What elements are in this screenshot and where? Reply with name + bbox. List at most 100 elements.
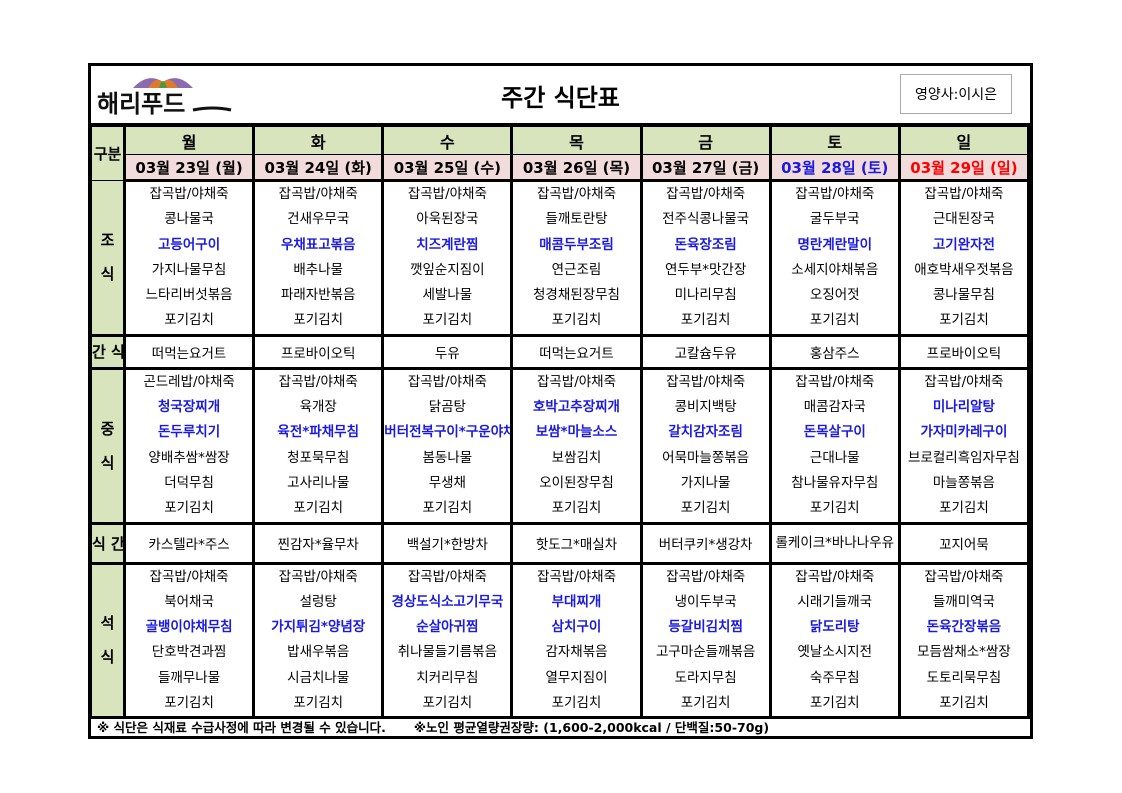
- breakfast-cell: 잡곡밥/야채죽 근대된장국 고기완자전 애호박새우젓볶음 콩나물무침 포기김치: [897, 180, 1031, 337]
- snack-cell: 꼬지어묵: [897, 522, 1031, 565]
- snack-cell: 홍삼주스: [768, 334, 901, 370]
- menu-item: 브로컬리흑임자무침: [908, 449, 1020, 466]
- menu-item: 골뱅이야채무침: [145, 619, 233, 636]
- menu-item: 포기김치: [293, 500, 344, 517]
- menu-item: 잡곡밥/야채죽: [407, 186, 487, 202]
- date-header: 03월 29일 (일): [897, 154, 1031, 182]
- menu-item: 들깨토란탕: [545, 211, 608, 228]
- menu-item: 미나리무침: [674, 287, 737, 304]
- menu-item: 잡곡밥/야채죽: [666, 373, 746, 390]
- menu-item: 가지나물: [680, 474, 731, 491]
- menu-item: 포기김치: [422, 695, 473, 712]
- menu-item: 포기김치: [293, 312, 344, 329]
- menu-item: 청국장찌개: [158, 399, 221, 416]
- menu-item: 잡곡밥/야채죽: [278, 568, 358, 585]
- menu-item: 들깨무나물: [158, 669, 221, 686]
- snack1-label: 간 식: [91, 334, 126, 370]
- footer-note: ※ 식단은 식재료 수급사정에 따라 변경될 수 있습니다. ※노인 평균열량권장…: [91, 719, 1030, 736]
- svg-text:해리푸드: 해리푸드: [97, 89, 185, 118]
- menu-item: 경상도식소고기무국: [391, 593, 504, 610]
- dinner-cell: 잡곡밥/야채죽 설렁탕 가지튀김*양념장 밥새우볶음 시금치나물 포기김치: [252, 562, 385, 720]
- menu-item: 콩비지백탕: [674, 399, 737, 416]
- menu-item: 포기김치: [809, 695, 860, 712]
- lunch-label: 중 식: [91, 367, 126, 525]
- menu-item: 도라지무침: [674, 669, 737, 686]
- menu-item: 잡곡밥/야채죽: [149, 186, 229, 202]
- menu-item: 세발나물: [422, 287, 473, 304]
- menu-item: 단호박견과찜: [151, 644, 227, 661]
- menu-item: 배추나물: [293, 261, 344, 278]
- menu-item: 잡곡밥/야채죽: [795, 568, 875, 585]
- menu-item: 돈두루치기: [158, 424, 221, 441]
- menu-item: 연두부*맛간장: [664, 261, 747, 278]
- menu-item: 잡곡밥/야채죽: [536, 186, 617, 202]
- nutritionist-box: 영양사:이시은: [900, 74, 1012, 114]
- page-title: 주간 식단표: [501, 84, 620, 112]
- date-header: 03월 24일 (화): [252, 154, 385, 182]
- harry-food-logo: 해리푸드: [97, 78, 232, 118]
- menu-item: 포기김치: [422, 500, 473, 517]
- menu-item: 느타리버섯볶음: [145, 287, 233, 304]
- menu-sheet: 해리푸드 주간 식단표 영양사:이시은 구분 월 화 수 목 금 토 일 03월 23일 (월)…: [88, 63, 1033, 740]
- menu-item: 부대찌개: [551, 593, 602, 610]
- menu-item: 냉이두부국: [674, 593, 737, 610]
- header: 해리푸드 주간 식단표 영양사:이시은: [91, 66, 1030, 126]
- snack-cell: 찐감자*율무차: [252, 522, 385, 565]
- dinner-cell: 잡곡밥/야채죽 냉이두부국 등갈비김치찜 고구마순들깨볶음 도라지무침 포기김치: [639, 562, 772, 720]
- menu-item: 잡곡밥/야채죽: [278, 373, 358, 390]
- menu-item: 보쌈*마늘소스: [535, 424, 618, 441]
- menu-item: 들깨미역국: [932, 593, 995, 610]
- menu-item: 포기김치: [164, 500, 214, 517]
- menu-item: 가지튀김*양념장: [271, 619, 366, 636]
- lunch-cell: 잡곡밥/야채죽 매콤감자국 돈목살구이 근대나물 참나물유자무침 포기김치: [768, 367, 901, 525]
- day-header: 토: [768, 126, 901, 155]
- breakfast-label: 조 식: [91, 180, 126, 337]
- menu-item: 근대나물: [809, 449, 860, 466]
- menu-item: 육개장: [299, 399, 337, 416]
- menu-item: 파래자반볶음: [280, 287, 356, 304]
- menu-item: 잡곡밥/야채죽: [795, 373, 875, 390]
- menu-item: 건새우무국: [287, 211, 350, 228]
- menu-item: 더덕무침: [164, 474, 214, 491]
- menu-item: 잡곡밥/야채죽: [536, 568, 617, 585]
- menu-item: 포기김치: [939, 312, 989, 329]
- menu-item: 숙주무침: [809, 669, 860, 686]
- menu-item: 잡곡밥/야채죽: [536, 373, 617, 390]
- menu-item: 참나물유자무침: [791, 474, 879, 491]
- menu-item: 순살아귀찜: [416, 619, 479, 636]
- menu-item: 소세지야채볶음: [791, 261, 879, 278]
- snack-cell: 카스텔라*주스: [122, 522, 256, 565]
- dinner-cell: 잡곡밥/야채죽 들깨미역국 돈육간장볶음 모듬쌈채소*쌈장 도토리묵무침 포기김치: [897, 562, 1031, 720]
- menu-item: 봄동나물: [422, 449, 473, 466]
- dinner-label: 석 식: [91, 562, 126, 720]
- menu-item: 등갈비김치찜: [668, 619, 743, 636]
- menu-item: 밥새우볶음: [287, 644, 350, 661]
- menu-item: 고구마순들깨볶음: [655, 644, 756, 661]
- dinner-cell: 잡곡밥/야채죽 경상도식소고기무국 순살아귀찜 취나물들기름볶음 치커리무침 포기김치: [381, 562, 514, 720]
- date-header: 03월 27일 (금): [639, 154, 772, 182]
- snack2-label: 식 간: [91, 522, 126, 565]
- lunch-cell: 잡곡밥/야채죽 닭곰탕 버터전복구이*구운야채 봄동나물 무생채 포기김치: [381, 367, 514, 525]
- date-header: 03월 28일 (토): [768, 154, 901, 182]
- menu-item: 가지나물무침: [151, 261, 227, 278]
- menu-item: 포기김치: [939, 500, 989, 517]
- lunch-cell: 잡곡밥/야채죽 콩비지백탕 갈치감자조림 어묵마늘쫑볶음 가지나물 포기김치: [639, 367, 772, 525]
- dinner-cell: 잡곡밥/야채죽 부대찌개 삼치구이 감자채볶음 열무지짐이 포기김치: [510, 562, 643, 720]
- menu-item: 곤드레밥/야채죽: [143, 373, 235, 390]
- menu-item: 포기김치: [680, 500, 731, 517]
- menu-item: 치커리무침: [416, 669, 479, 686]
- menu-item: 옛날소시지전: [797, 644, 873, 661]
- menu-item: 포기김치: [551, 695, 602, 712]
- snack-cell: 프로바이오틱: [252, 334, 385, 370]
- snack-cell: 두유: [381, 334, 514, 370]
- breakfast-cell: 잡곡밥/야채죽 아욱된장국 치즈계란찜 깻잎순지짐이 세발나물 포기김치: [381, 180, 514, 337]
- menu-item: 잡곡밥/야채죽: [278, 186, 358, 202]
- day-header: 금: [639, 126, 772, 155]
- snack-cell: 백설기*한방차: [381, 522, 514, 565]
- menu-item: 무생채: [428, 474, 466, 491]
- menu-item: 포기김치: [680, 312, 731, 329]
- menu-item: 갈치감자조림: [668, 424, 743, 441]
- breakfast-cell: 잡곡밥/야채죽 콩나물국 고등어구이 가지나물무침 느타리버섯볶음 포기김치: [122, 180, 256, 337]
- menu-item: 포기김치: [551, 312, 602, 329]
- calorie-text: ※노인 평균열량권장량: (1,600-2,000kcal / 단백질:50-7…: [413, 720, 770, 736]
